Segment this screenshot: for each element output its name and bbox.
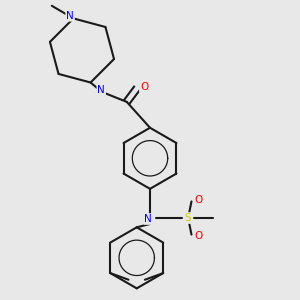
Text: N: N <box>66 11 74 21</box>
Text: O: O <box>195 231 203 241</box>
Text: O: O <box>195 195 203 206</box>
Text: S: S <box>185 213 191 223</box>
Text: O: O <box>140 82 148 92</box>
Text: N: N <box>145 214 152 224</box>
Text: N: N <box>98 85 105 95</box>
